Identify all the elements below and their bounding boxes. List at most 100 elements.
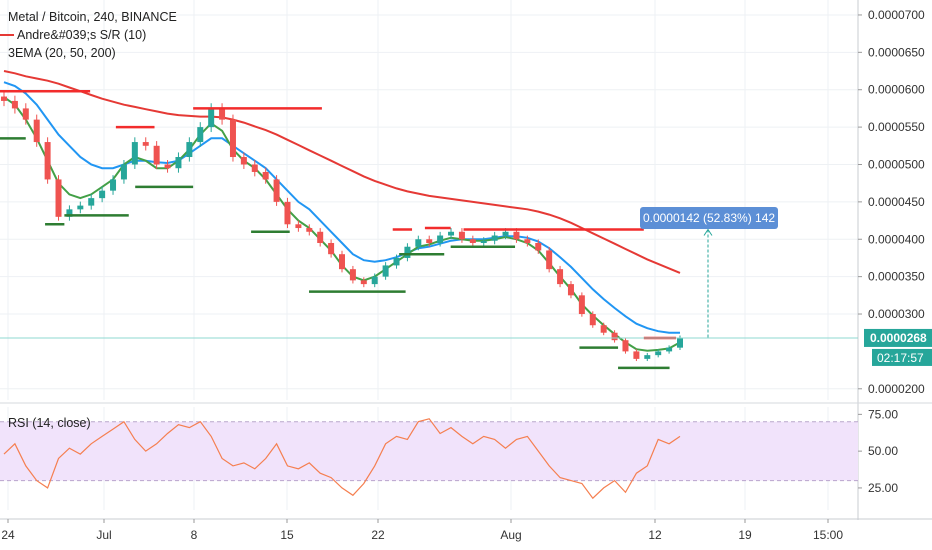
countdown-label: 02:17:57 [877, 351, 924, 365]
candle-body[interactable] [295, 224, 302, 229]
time-tick-label: 24 [1, 528, 15, 542]
candle-body[interactable] [317, 231, 324, 243]
price-tick-label: 0.0000550 [868, 120, 925, 134]
candle-body[interactable] [404, 246, 411, 258]
price-tick-label: 0.0000350 [868, 270, 925, 284]
candle-body[interactable] [622, 340, 629, 352]
ema50-line [3, 81, 680, 334]
candle-body[interactable] [262, 171, 269, 180]
time-tick-label: Aug [500, 528, 521, 542]
candle-body[interactable] [66, 209, 73, 217]
candle-body[interactable] [480, 240, 487, 243]
candle-body[interactable] [371, 276, 378, 285]
legend-title-row: Metal / Bitcoin, 240, BINANCE [8, 8, 177, 26]
time-tick-label: 19 [738, 528, 752, 542]
candle-body[interactable] [229, 119, 236, 158]
candle-body[interactable] [153, 145, 160, 165]
chart-title: Metal / Bitcoin, 240, BINANCE [8, 10, 177, 24]
time-tick-label: 8 [191, 528, 198, 542]
current-price-tag[interactable] [864, 328, 932, 347]
price-tick-label: 0.0000650 [868, 45, 925, 59]
candle-body[interactable] [611, 332, 618, 341]
candle-body[interactable] [306, 228, 313, 232]
price-tick-label: 0.0000700 [868, 8, 925, 22]
candle-body[interactable] [273, 179, 280, 202]
candle-body[interactable] [600, 325, 607, 333]
time-tick-label: 22 [371, 528, 385, 542]
candle-body[interactable] [77, 205, 84, 210]
price-tick-label: 0.0000450 [868, 195, 925, 209]
time-tick-label: 15 [280, 528, 294, 542]
current-price-label: 0.0000268 [870, 331, 927, 345]
candle-body[interactable] [131, 142, 138, 165]
candle-body[interactable] [567, 284, 574, 296]
candle-body[interactable] [110, 179, 117, 191]
candle-body[interactable] [197, 127, 204, 143]
ema200-line [3, 70, 681, 274]
price-tick-label: 0.0000400 [868, 232, 925, 246]
candle-body[interactable] [142, 142, 149, 146]
candle-body[interactable] [502, 231, 509, 236]
candle-body[interactable] [22, 108, 29, 120]
sr-swatch [0, 34, 14, 36]
candle-body[interactable] [677, 337, 683, 348]
candle-body[interactable] [415, 239, 422, 247]
candle-body[interactable] [535, 242, 542, 251]
candle-body[interactable] [349, 269, 356, 281]
time-tick-label: Jul [96, 528, 111, 542]
rsi-line[interactable] [3, 418, 681, 500]
price-tick-label: 0.0000200 [868, 382, 925, 396]
candle-body[interactable] [513, 231, 520, 240]
price-tick-label: 0.0000500 [868, 157, 925, 171]
price-tick-label: 0.0000300 [868, 307, 925, 321]
candle-body[interactable] [655, 351, 662, 356]
rsi-tick-label: 75.00 [868, 407, 898, 421]
candle-body[interactable] [164, 164, 171, 169]
candle-body[interactable] [208, 108, 215, 128]
candle-body[interactable] [469, 239, 476, 243]
candle-body[interactable] [1, 96, 7, 101]
candle-body[interactable] [120, 164, 127, 180]
candle-body[interactable] [393, 257, 400, 266]
candle-body[interactable] [578, 295, 585, 315]
candle-body[interactable] [633, 351, 640, 359]
candle-body[interactable] [240, 157, 247, 165]
candle-body[interactable] [524, 239, 531, 243]
candle-body[interactable] [99, 190, 106, 199]
candle-body[interactable] [219, 108, 226, 120]
candle-body[interactable] [589, 314, 596, 326]
measure-label-box[interactable] [640, 207, 778, 229]
candle-body[interactable] [546, 250, 553, 270]
candle-body[interactable] [458, 231, 465, 240]
measure-arrow-icon [703, 228, 713, 236]
chart-legend: Metal / Bitcoin, 240, BINANCE Andre&#039… [0, 8, 177, 62]
candle-body[interactable] [437, 235, 444, 243]
countdown-tag [872, 348, 932, 366]
candle-body[interactable] [448, 231, 455, 236]
candle-body[interactable] [55, 179, 62, 217]
legend-ema-row[interactable]: 3EMA (20, 50, 200) [8, 44, 177, 62]
candle-body[interactable] [339, 254, 345, 270]
candle-body[interactable] [360, 280, 367, 285]
candle-body[interactable] [251, 164, 258, 172]
candle-body[interactable] [186, 142, 193, 158]
indicator-ema-label[interactable]: 3EMA (20, 50, 200) [8, 46, 116, 60]
candle-body[interactable] [175, 157, 182, 169]
candle-body[interactable] [44, 142, 51, 180]
candle-body[interactable] [284, 201, 291, 225]
candle-body[interactable] [426, 239, 433, 243]
candle-body[interactable] [11, 100, 18, 109]
candle-body[interactable] [557, 269, 564, 285]
candle-body[interactable] [491, 235, 498, 241]
candle-body[interactable] [382, 265, 389, 277]
candle-body[interactable] [644, 355, 651, 359]
candle-body[interactable] [33, 119, 40, 143]
indicator-sr-label[interactable]: Andre&#039;s S/R (10) [17, 28, 147, 42]
candle-body[interactable] [328, 242, 335, 255]
rsi-title[interactable]: RSI (14, close) [8, 416, 91, 430]
legend-sr-row[interactable]: Andre&#039;s S/R (10) [0, 26, 177, 44]
candle-body[interactable] [88, 198, 95, 206]
candle-body[interactable] [666, 347, 673, 352]
